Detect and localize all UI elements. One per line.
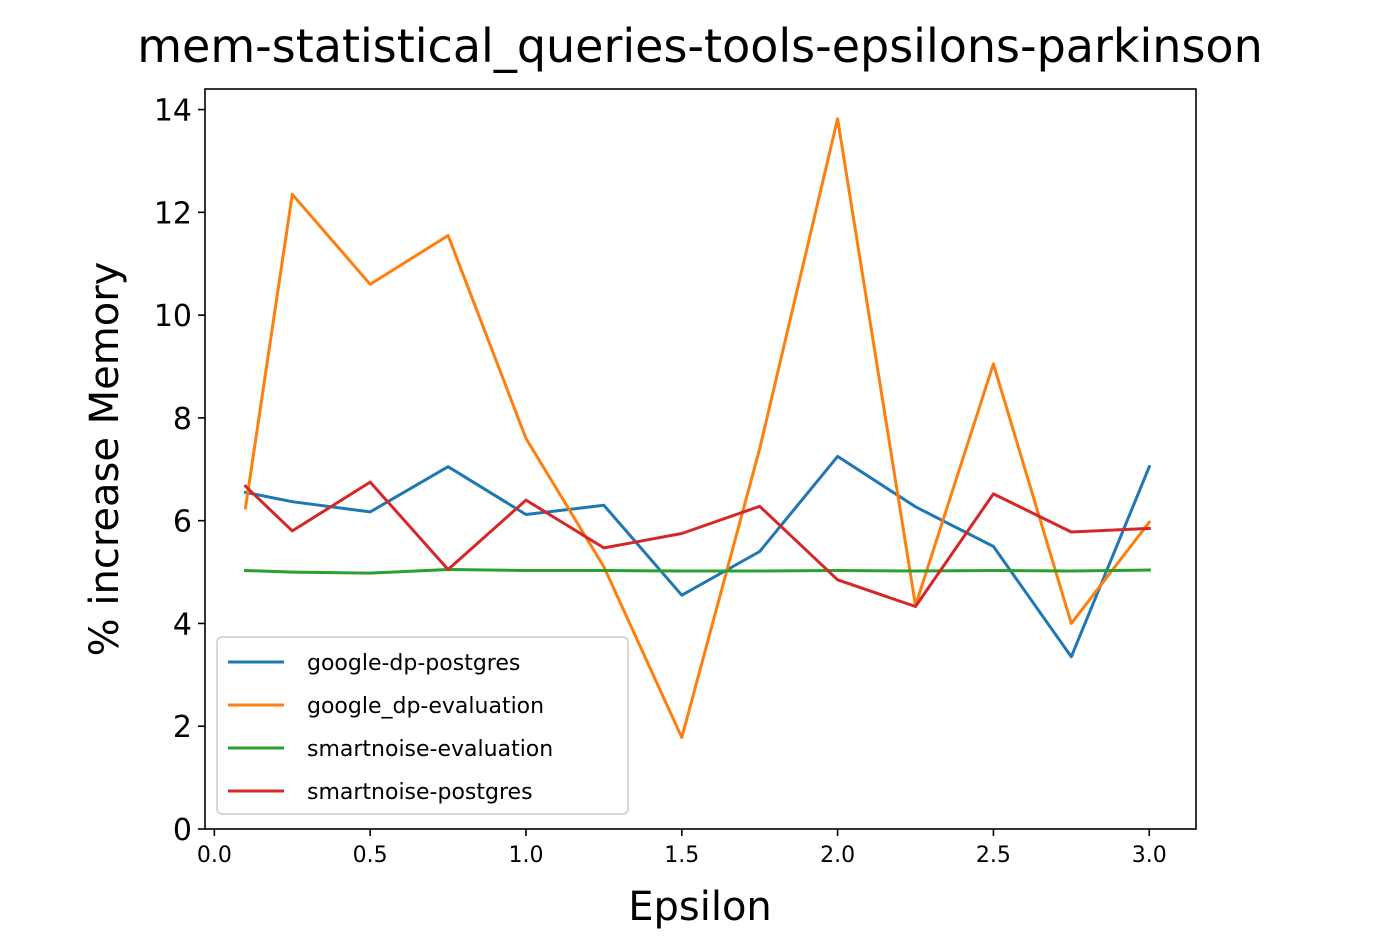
series-line-smartnoise-evaluation (243, 568, 1151, 575)
y-axis-label: % increase Memory (82, 262, 128, 657)
legend-label-google-dp-postgres: google-dp-postgres (307, 651, 520, 676)
y-tick-label: 0 (173, 813, 192, 848)
series-line-google-dp-postgres (243, 454, 1152, 659)
legend-label-smartnoise-evaluation: smartnoise-evaluation (307, 737, 553, 762)
x-tick-label: 1.0 (508, 843, 543, 868)
x-tick-label: 3.0 (1132, 843, 1167, 868)
legend-label-google-dp-evaluation: google_dp-evaluation (307, 694, 544, 719)
y-tick-label: 10 (154, 299, 192, 334)
y-tick-label: 2 (173, 710, 192, 745)
y-tick-label: 6 (173, 505, 192, 540)
x-tick-label: 0.0 (197, 843, 232, 868)
chart-title: mem-statistical_queries-tools-epsilons-p… (137, 19, 1262, 73)
x-tick-label: 0.5 (353, 843, 388, 868)
series-line-smartnoise-postgres (243, 480, 1151, 608)
y-tick-label: 4 (173, 607, 192, 642)
y-tick-label: 14 (154, 94, 192, 129)
series-layer (243, 117, 1152, 739)
legend: google-dp-postgres google_dp-evaluationsm… (216, 636, 629, 815)
x-axis-label: Epsilon (628, 884, 772, 930)
x-tick-label: 1.5 (664, 843, 699, 868)
x-axis: 0.0 0.5 1.0 1.5 2.0 2.5 3.0 (197, 829, 1167, 868)
legend-label-smartnoise-postgres: smartnoise-postgres (307, 780, 533, 805)
y-axis: 0 2 4 6 8 10 12 14 (154, 94, 205, 848)
plot-area: 0.0 0.5 1.0 1.5 2.0 2.5 3.0 0 2 4 6 8 10 12 14 (154, 88, 1197, 868)
series-line-google-dp-evaluation (243, 117, 1152, 739)
legend-frame (216, 636, 629, 815)
x-tick-label: 2.5 (976, 843, 1011, 868)
y-tick-label: 12 (154, 196, 192, 231)
plot-frame (204, 88, 1197, 830)
y-tick-label: 8 (173, 402, 192, 437)
x-tick-label: 2.0 (820, 843, 855, 868)
